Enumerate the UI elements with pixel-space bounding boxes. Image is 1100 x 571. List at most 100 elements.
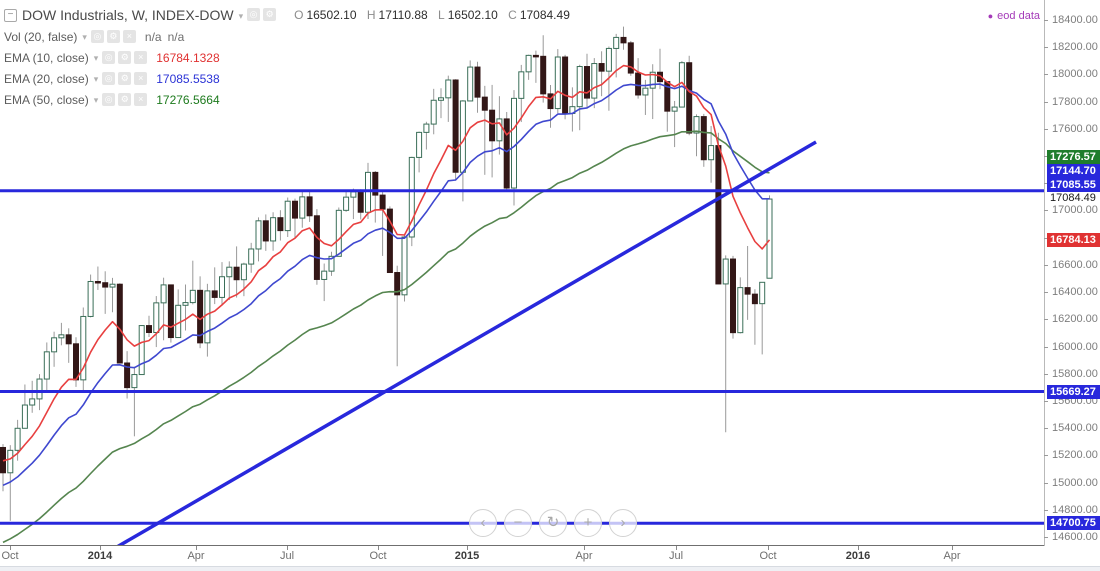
candle-up [87,280,94,317]
price-tick [1044,319,1048,321]
visibility-icon[interactable]: ◎ [102,93,116,106]
indicator-row: EMA (50, close) ▾ ◎ ⚙ × 17276.5664 [4,89,570,110]
price-tick [1044,237,1048,239]
candle-up [240,263,247,281]
price-tick-label: 15200.00 [1052,449,1098,462]
reset-view-button[interactable]: ↻ [539,509,567,537]
price-tick [1044,400,1048,402]
candle-up [613,36,620,49]
indicator-value: n/a [167,29,185,44]
zoom-in-button[interactable]: + [574,509,602,537]
price-tick [1044,428,1048,430]
price-tick-label: 18400.00 [1052,14,1098,26]
candle-down [262,220,269,242]
visibility-icon[interactable]: ◎ [102,72,116,85]
close-value: 17084.49 [519,8,570,22]
chevron-down-icon[interactable]: ▾ [93,74,99,84]
low-value: 16502.10 [447,8,498,22]
price-tick [1044,373,1048,375]
indicator-label[interactable]: Vol (20, false) [4,29,78,44]
close-icon[interactable]: × [134,51,148,64]
candle-down [124,362,131,389]
price-tick [1044,156,1048,158]
high-label: H [366,8,376,22]
price-badge: 14700.75 [1047,516,1100,531]
indicator-value: 17085.5538 [156,71,220,86]
price-tick [1044,264,1048,266]
candle-down [386,208,393,274]
price-tick [1044,74,1048,76]
zoom-out-button[interactable]: − [504,509,532,537]
candle-up [416,131,423,158]
window-footer-strip [0,566,1100,571]
symbol-title[interactable]: DOW Industrials, W, INDEX-DOW [22,7,234,23]
candle-up [204,290,211,344]
candle-up [328,255,335,272]
time-axis[interactable]: Oct 2014 Apr Jul Oct 2015 Apr Jul Oct 2016 Apr [0,546,1100,566]
price-tick-label: 16000.00 [1052,340,1098,353]
close-icon[interactable]: × [134,93,148,106]
candle-up [321,270,328,280]
candle-down [197,289,204,344]
close-icon[interactable]: × [122,30,136,43]
indicator-values: n/a n/a [145,30,190,44]
indicator-label[interactable]: EMA (20, close) [4,71,89,86]
ema-10-line [2,64,771,462]
indicator-label[interactable]: EMA (10, close) [4,50,89,65]
candle-up [153,302,160,334]
indicator-legend-rows: Vol (20, false) ▾ ◎ ⚙ × n/a n/a EMA (10, close)… [4,26,570,110]
time-tick [952,546,953,550]
settings-icon[interactable]: ⚙ [118,51,132,64]
scroll-right-button[interactable]: › [609,509,637,537]
candle-down [233,266,240,281]
candle-up [29,398,36,406]
chevron-down-icon[interactable]: ▾ [238,10,244,21]
candle-down [635,72,642,96]
price-tick [1044,509,1048,511]
candle-up [722,258,729,285]
candle-down [306,196,313,217]
time-label-oct: Oct [1,550,19,562]
candle-down [481,96,488,111]
settings-icon[interactable]: ⚙ [263,8,277,22]
time-label-jul: Jul [279,550,295,562]
visibility-icon[interactable]: ◎ [90,30,104,43]
indicator-row: EMA (20, close) ▾ ◎ ⚙ × 17085.5538 [4,68,570,89]
candle-up [693,116,700,134]
candle-down [627,42,634,74]
time-tick [584,546,585,550]
candle-down [277,217,284,232]
time-tick [378,546,379,550]
settings-icon[interactable]: ⚙ [118,93,132,106]
settings-icon[interactable]: ⚙ [118,72,132,85]
chevron-down-icon[interactable]: ▾ [82,32,87,42]
chevron-down-icon[interactable]: ▾ [93,95,99,105]
close-label: C [508,8,517,22]
chevron-down-icon[interactable]: ▾ [93,53,99,63]
indicator-label[interactable]: EMA (50, close) [4,92,89,107]
price-badge: 17144.70 [1047,163,1100,178]
trendline[interactable] [110,140,817,546]
scroll-left-button[interactable]: ‹ [469,509,497,537]
candle-up [14,427,21,451]
price-tick [1044,128,1048,130]
price-tick [1044,20,1048,21]
price-chart-canvas[interactable] [0,0,1100,546]
price-tick [1044,292,1048,294]
visibility-icon[interactable]: ◎ [102,51,116,64]
candle-down [292,200,298,219]
settings-icon[interactable]: ⚙ [106,30,120,43]
close-icon[interactable]: × [134,72,148,85]
candle-up [335,209,342,257]
visibility-icon[interactable]: ◎ [247,8,261,22]
price-tick [1044,183,1048,185]
price-tick-label: 14800.00 [1052,503,1098,516]
candle-down [372,171,379,196]
indicator-value: n/a [144,29,162,44]
candle-down [211,290,218,298]
price-tick-label: 15800.00 [1052,367,1098,380]
collapse-legend-button[interactable]: − [4,8,17,22]
indicator-value: 16784.1328 [156,50,220,65]
candle-down [394,272,401,296]
time-label-2015: 2015 [454,550,480,562]
